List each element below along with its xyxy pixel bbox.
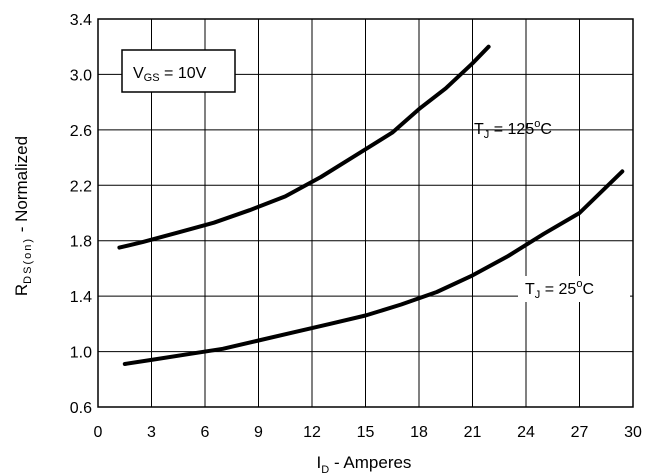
plot-frame bbox=[97, 18, 634, 408]
x-tick-label: 21 bbox=[464, 424, 482, 441]
y-tick-label: 3.4 bbox=[70, 12, 92, 29]
x-tick-label: 15 bbox=[357, 424, 375, 441]
series-line-tj-25c bbox=[122, 169, 625, 366]
y-tick-label: 3.0 bbox=[70, 67, 92, 84]
y-tick-label: 1.4 bbox=[70, 289, 92, 306]
x-tick-label: 6 bbox=[201, 424, 210, 441]
x-tick-label: 24 bbox=[517, 424, 535, 441]
y-axis-label: RDS(on) - Normalized bbox=[12, 136, 34, 296]
vgs-annotation-box bbox=[121, 49, 236, 93]
x-tick-label: 0 bbox=[94, 424, 103, 441]
y-tick-label: 2.6 bbox=[70, 123, 92, 140]
series-lines bbox=[117, 44, 625, 366]
x-tick-label: 3 bbox=[147, 424, 156, 441]
tj-125-annotation: TJ = 125oC bbox=[474, 118, 552, 141]
y-tick-label: 1.8 bbox=[70, 234, 92, 251]
y-tick-labels: 0.6 1.0 1.4 1.8 2.2 2.6 3.0 3.4 bbox=[70, 12, 92, 417]
y-tick-label: 0.6 bbox=[70, 400, 92, 417]
x-axis-label: ID - Amperes bbox=[317, 453, 412, 474]
x-tick-label: 18 bbox=[410, 424, 428, 441]
x-tick-label: 9 bbox=[254, 424, 263, 441]
y-tick-label: 1.0 bbox=[70, 345, 92, 362]
x-tick-label: 27 bbox=[571, 424, 589, 441]
vgs-annotation: VGS = 10V bbox=[133, 65, 207, 84]
x-tick-label: 12 bbox=[303, 424, 321, 441]
series-line-tj-125c bbox=[117, 44, 491, 250]
x-tick-label: 30 bbox=[624, 424, 642, 441]
tj-25-annotation-bg bbox=[518, 276, 630, 302]
tj-25-annotation: TJ = 25oC bbox=[525, 278, 594, 301]
x-tick-labels: 0 3 6 9 12 15 18 21 24 27 30 bbox=[94, 424, 642, 441]
y-tick-label: 2.2 bbox=[70, 178, 92, 195]
